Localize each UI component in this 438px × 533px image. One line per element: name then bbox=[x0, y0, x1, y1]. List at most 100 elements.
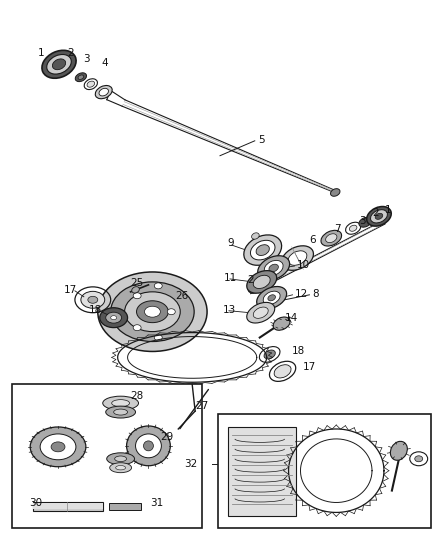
Ellipse shape bbox=[30, 427, 86, 467]
Ellipse shape bbox=[244, 235, 282, 265]
Text: 9: 9 bbox=[227, 238, 233, 248]
Ellipse shape bbox=[325, 234, 337, 243]
Ellipse shape bbox=[251, 233, 259, 239]
Text: 1: 1 bbox=[38, 49, 45, 58]
Ellipse shape bbox=[154, 335, 162, 341]
Ellipse shape bbox=[268, 295, 276, 301]
Ellipse shape bbox=[112, 400, 130, 407]
Ellipse shape bbox=[111, 282, 194, 342]
Ellipse shape bbox=[247, 302, 275, 323]
Ellipse shape bbox=[144, 441, 153, 451]
Text: 14: 14 bbox=[285, 313, 298, 322]
Ellipse shape bbox=[100, 308, 127, 328]
Ellipse shape bbox=[95, 85, 112, 99]
Text: 25: 25 bbox=[131, 278, 144, 288]
Ellipse shape bbox=[81, 292, 105, 308]
Ellipse shape bbox=[40, 434, 76, 460]
Text: 10: 10 bbox=[297, 260, 310, 270]
Bar bbox=[33, 504, 103, 510]
Ellipse shape bbox=[415, 456, 423, 462]
Text: 2: 2 bbox=[67, 49, 74, 58]
Ellipse shape bbox=[115, 456, 127, 462]
Ellipse shape bbox=[145, 306, 160, 317]
Ellipse shape bbox=[273, 317, 290, 330]
Text: 4: 4 bbox=[102, 58, 108, 68]
Text: 17: 17 bbox=[64, 285, 77, 295]
Ellipse shape bbox=[127, 426, 170, 466]
Text: 6: 6 bbox=[309, 235, 316, 245]
Ellipse shape bbox=[350, 225, 357, 231]
Ellipse shape bbox=[124, 292, 180, 332]
Ellipse shape bbox=[248, 282, 261, 293]
Bar bbox=[12, 384, 202, 528]
Text: 2: 2 bbox=[247, 275, 254, 285]
Ellipse shape bbox=[98, 272, 207, 351]
Ellipse shape bbox=[133, 325, 141, 330]
Text: 27: 27 bbox=[195, 401, 208, 411]
Text: 12: 12 bbox=[294, 289, 308, 299]
Ellipse shape bbox=[154, 283, 162, 289]
Text: 18: 18 bbox=[89, 305, 102, 314]
Ellipse shape bbox=[263, 291, 280, 304]
Ellipse shape bbox=[135, 434, 161, 458]
Ellipse shape bbox=[114, 409, 127, 415]
Ellipse shape bbox=[371, 209, 388, 223]
Text: 26: 26 bbox=[175, 291, 188, 301]
Ellipse shape bbox=[75, 73, 87, 82]
Ellipse shape bbox=[258, 256, 290, 280]
Ellipse shape bbox=[288, 251, 307, 265]
Ellipse shape bbox=[257, 287, 286, 309]
Ellipse shape bbox=[390, 441, 407, 461]
Ellipse shape bbox=[253, 307, 268, 318]
Text: 18: 18 bbox=[292, 346, 305, 357]
Ellipse shape bbox=[251, 240, 275, 260]
Ellipse shape bbox=[133, 293, 141, 298]
Ellipse shape bbox=[132, 287, 139, 293]
Ellipse shape bbox=[111, 316, 117, 320]
Ellipse shape bbox=[264, 350, 276, 359]
Ellipse shape bbox=[359, 217, 371, 227]
Text: 3: 3 bbox=[83, 54, 89, 64]
Ellipse shape bbox=[47, 54, 71, 74]
Ellipse shape bbox=[269, 264, 279, 272]
Text: 5: 5 bbox=[258, 135, 265, 145]
Ellipse shape bbox=[331, 189, 340, 196]
Text: 28: 28 bbox=[131, 391, 144, 401]
Ellipse shape bbox=[116, 465, 126, 470]
Text: 2: 2 bbox=[372, 208, 378, 219]
Ellipse shape bbox=[256, 245, 269, 255]
Ellipse shape bbox=[110, 463, 131, 473]
Ellipse shape bbox=[367, 206, 391, 226]
Text: 30: 30 bbox=[29, 498, 42, 508]
Ellipse shape bbox=[274, 365, 291, 378]
Ellipse shape bbox=[253, 275, 270, 288]
Bar bbox=[109, 504, 141, 511]
Bar bbox=[228, 427, 296, 516]
Bar bbox=[218, 414, 431, 528]
Ellipse shape bbox=[106, 312, 122, 323]
Ellipse shape bbox=[106, 406, 135, 418]
Ellipse shape bbox=[247, 271, 277, 293]
Ellipse shape bbox=[88, 296, 98, 303]
Ellipse shape bbox=[266, 261, 274, 268]
Text: 17: 17 bbox=[303, 362, 316, 373]
Ellipse shape bbox=[99, 88, 109, 96]
Ellipse shape bbox=[137, 301, 168, 322]
Ellipse shape bbox=[87, 81, 95, 87]
Ellipse shape bbox=[375, 213, 383, 220]
Bar bbox=[33, 502, 103, 512]
Ellipse shape bbox=[321, 230, 342, 246]
Text: 32: 32 bbox=[184, 459, 197, 469]
Text: 29: 29 bbox=[160, 432, 173, 442]
Ellipse shape bbox=[42, 50, 76, 78]
Text: 13: 13 bbox=[223, 305, 236, 314]
Text: 11: 11 bbox=[224, 273, 237, 283]
Ellipse shape bbox=[103, 396, 138, 410]
Text: 31: 31 bbox=[150, 498, 164, 508]
Ellipse shape bbox=[264, 261, 283, 276]
Ellipse shape bbox=[51, 442, 65, 452]
Text: 7: 7 bbox=[334, 224, 341, 234]
Ellipse shape bbox=[282, 246, 314, 270]
Text: 1: 1 bbox=[385, 205, 392, 215]
Ellipse shape bbox=[167, 309, 175, 314]
